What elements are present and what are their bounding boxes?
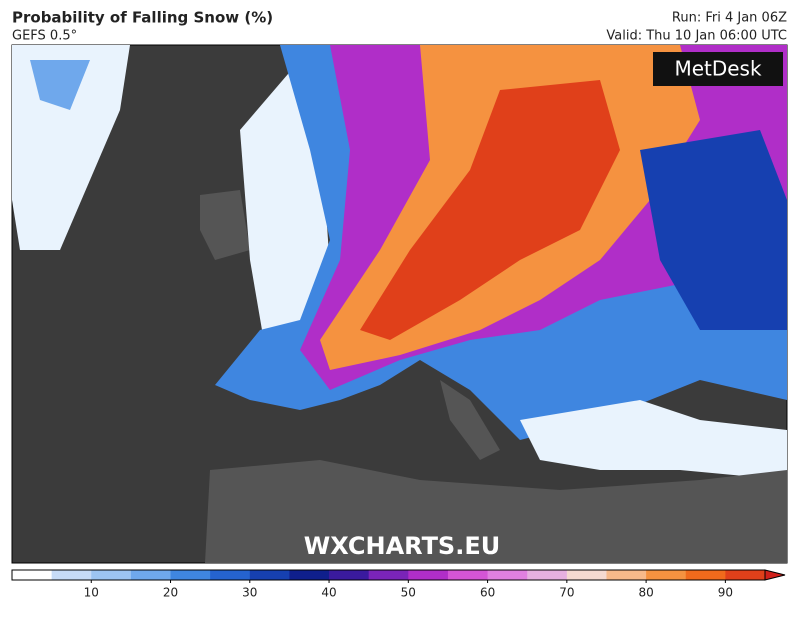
colorbar-segment bbox=[368, 570, 409, 580]
colorbar-tick-label: 20 bbox=[163, 586, 178, 600]
logo-box bbox=[653, 52, 783, 86]
snow-area-continent bbox=[360, 80, 620, 340]
snow-area-east bbox=[640, 130, 787, 330]
colorbar-segment bbox=[487, 570, 528, 580]
logo: MetDesk bbox=[674, 57, 762, 81]
subtitle: GEFS 0.5° bbox=[12, 29, 77, 44]
colorbar-segment bbox=[527, 570, 568, 580]
land-italy bbox=[440, 380, 500, 460]
colorbar-tick-label: 80 bbox=[638, 586, 653, 600]
colorbar-segment bbox=[210, 570, 251, 580]
colorbar-tick-label: 10 bbox=[84, 586, 99, 600]
colorbar-segment bbox=[91, 570, 132, 580]
colorbar-segment bbox=[566, 570, 607, 580]
colorbar-segment bbox=[606, 570, 647, 580]
snow-area-atlantic bbox=[30, 60, 90, 110]
run-time: Run: Fri 4 Jan 06Z bbox=[672, 11, 787, 26]
colorbar-segment bbox=[329, 570, 370, 580]
colorbar-segment bbox=[685, 570, 726, 580]
colorbar-tick-label: 50 bbox=[401, 586, 416, 600]
colorbar-segment bbox=[51, 570, 92, 580]
colorbar-segment bbox=[725, 570, 766, 580]
colorbar-segment bbox=[170, 570, 211, 580]
colorbar-segment bbox=[289, 570, 330, 580]
colorbar-segment bbox=[408, 570, 449, 580]
colorbar-tick-label: 30 bbox=[242, 586, 257, 600]
title: Probability of Falling Snow (%) bbox=[12, 9, 273, 27]
colorbar-segment bbox=[12, 570, 53, 580]
colorbar-tick-label: 60 bbox=[480, 586, 495, 600]
land-africa bbox=[205, 460, 787, 563]
colorbar-tick-label: 90 bbox=[718, 586, 733, 600]
colorbar-segment bbox=[646, 570, 687, 580]
colorbar: 10 20 30 40 50 60 70 80 90 bbox=[11, 569, 786, 600]
colorbar-tick-label: 70 bbox=[559, 586, 574, 600]
colorbar-segment bbox=[130, 570, 172, 580]
colorbar-tick-label: 40 bbox=[321, 586, 336, 600]
valid-time: Valid: Thu 10 Jan 06:00 UTC bbox=[606, 29, 787, 44]
land-ireland bbox=[200, 190, 250, 260]
colorbar-segment bbox=[249, 570, 290, 580]
colorbar-segment bbox=[447, 570, 489, 580]
map: MetDesk WXCHARTS.EU bbox=[11, 44, 788, 564]
snow-area-balkans bbox=[520, 400, 787, 480]
colorbar-arrow bbox=[764, 569, 786, 581]
watermark: WXCHARTS.EU bbox=[304, 532, 500, 560]
